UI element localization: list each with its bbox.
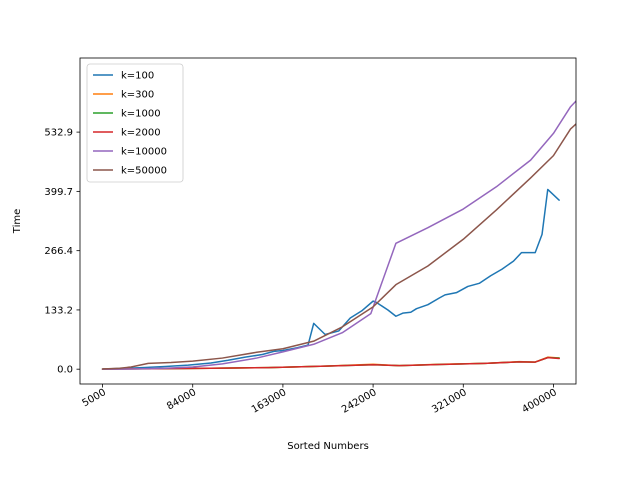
- legend-box: [86, 63, 184, 183]
- series-layer: [101, 99, 576, 370]
- legend-label: k=50000: [121, 166, 167, 177]
- plot-frame: [79, 57, 577, 385]
- legend: k=100 k=300 k=1000 k=2000 k=10000 k=50000: [86, 63, 184, 183]
- series-line-k-10000: [101, 99, 576, 370]
- series-line-k-2000: [101, 356, 560, 370]
- y-tick-label: 133.2: [44, 305, 73, 316]
- legend-label: k=300: [121, 90, 154, 101]
- legend-label: k=1000: [121, 109, 161, 120]
- legend-label: k=100: [121, 71, 154, 82]
- y-tick-label: 399.7: [44, 187, 73, 198]
- y-axis-label: Time: [12, 209, 23, 234]
- y-tick-label: 532.9: [44, 128, 73, 139]
- series-line-k-100: [101, 188, 560, 370]
- legend-label: k=2000: [121, 128, 161, 139]
- legend-label: k=10000: [121, 147, 167, 158]
- series-line-k-50000: [101, 123, 576, 370]
- y-tick-label: 266.4: [44, 246, 73, 257]
- y-axis: 0.0 133.2 266.4 399.7 532.9: [44, 128, 80, 376]
- x-axis-label: Sorted Numbers: [287, 441, 369, 452]
- y-tick-label: 0.0: [57, 365, 73, 376]
